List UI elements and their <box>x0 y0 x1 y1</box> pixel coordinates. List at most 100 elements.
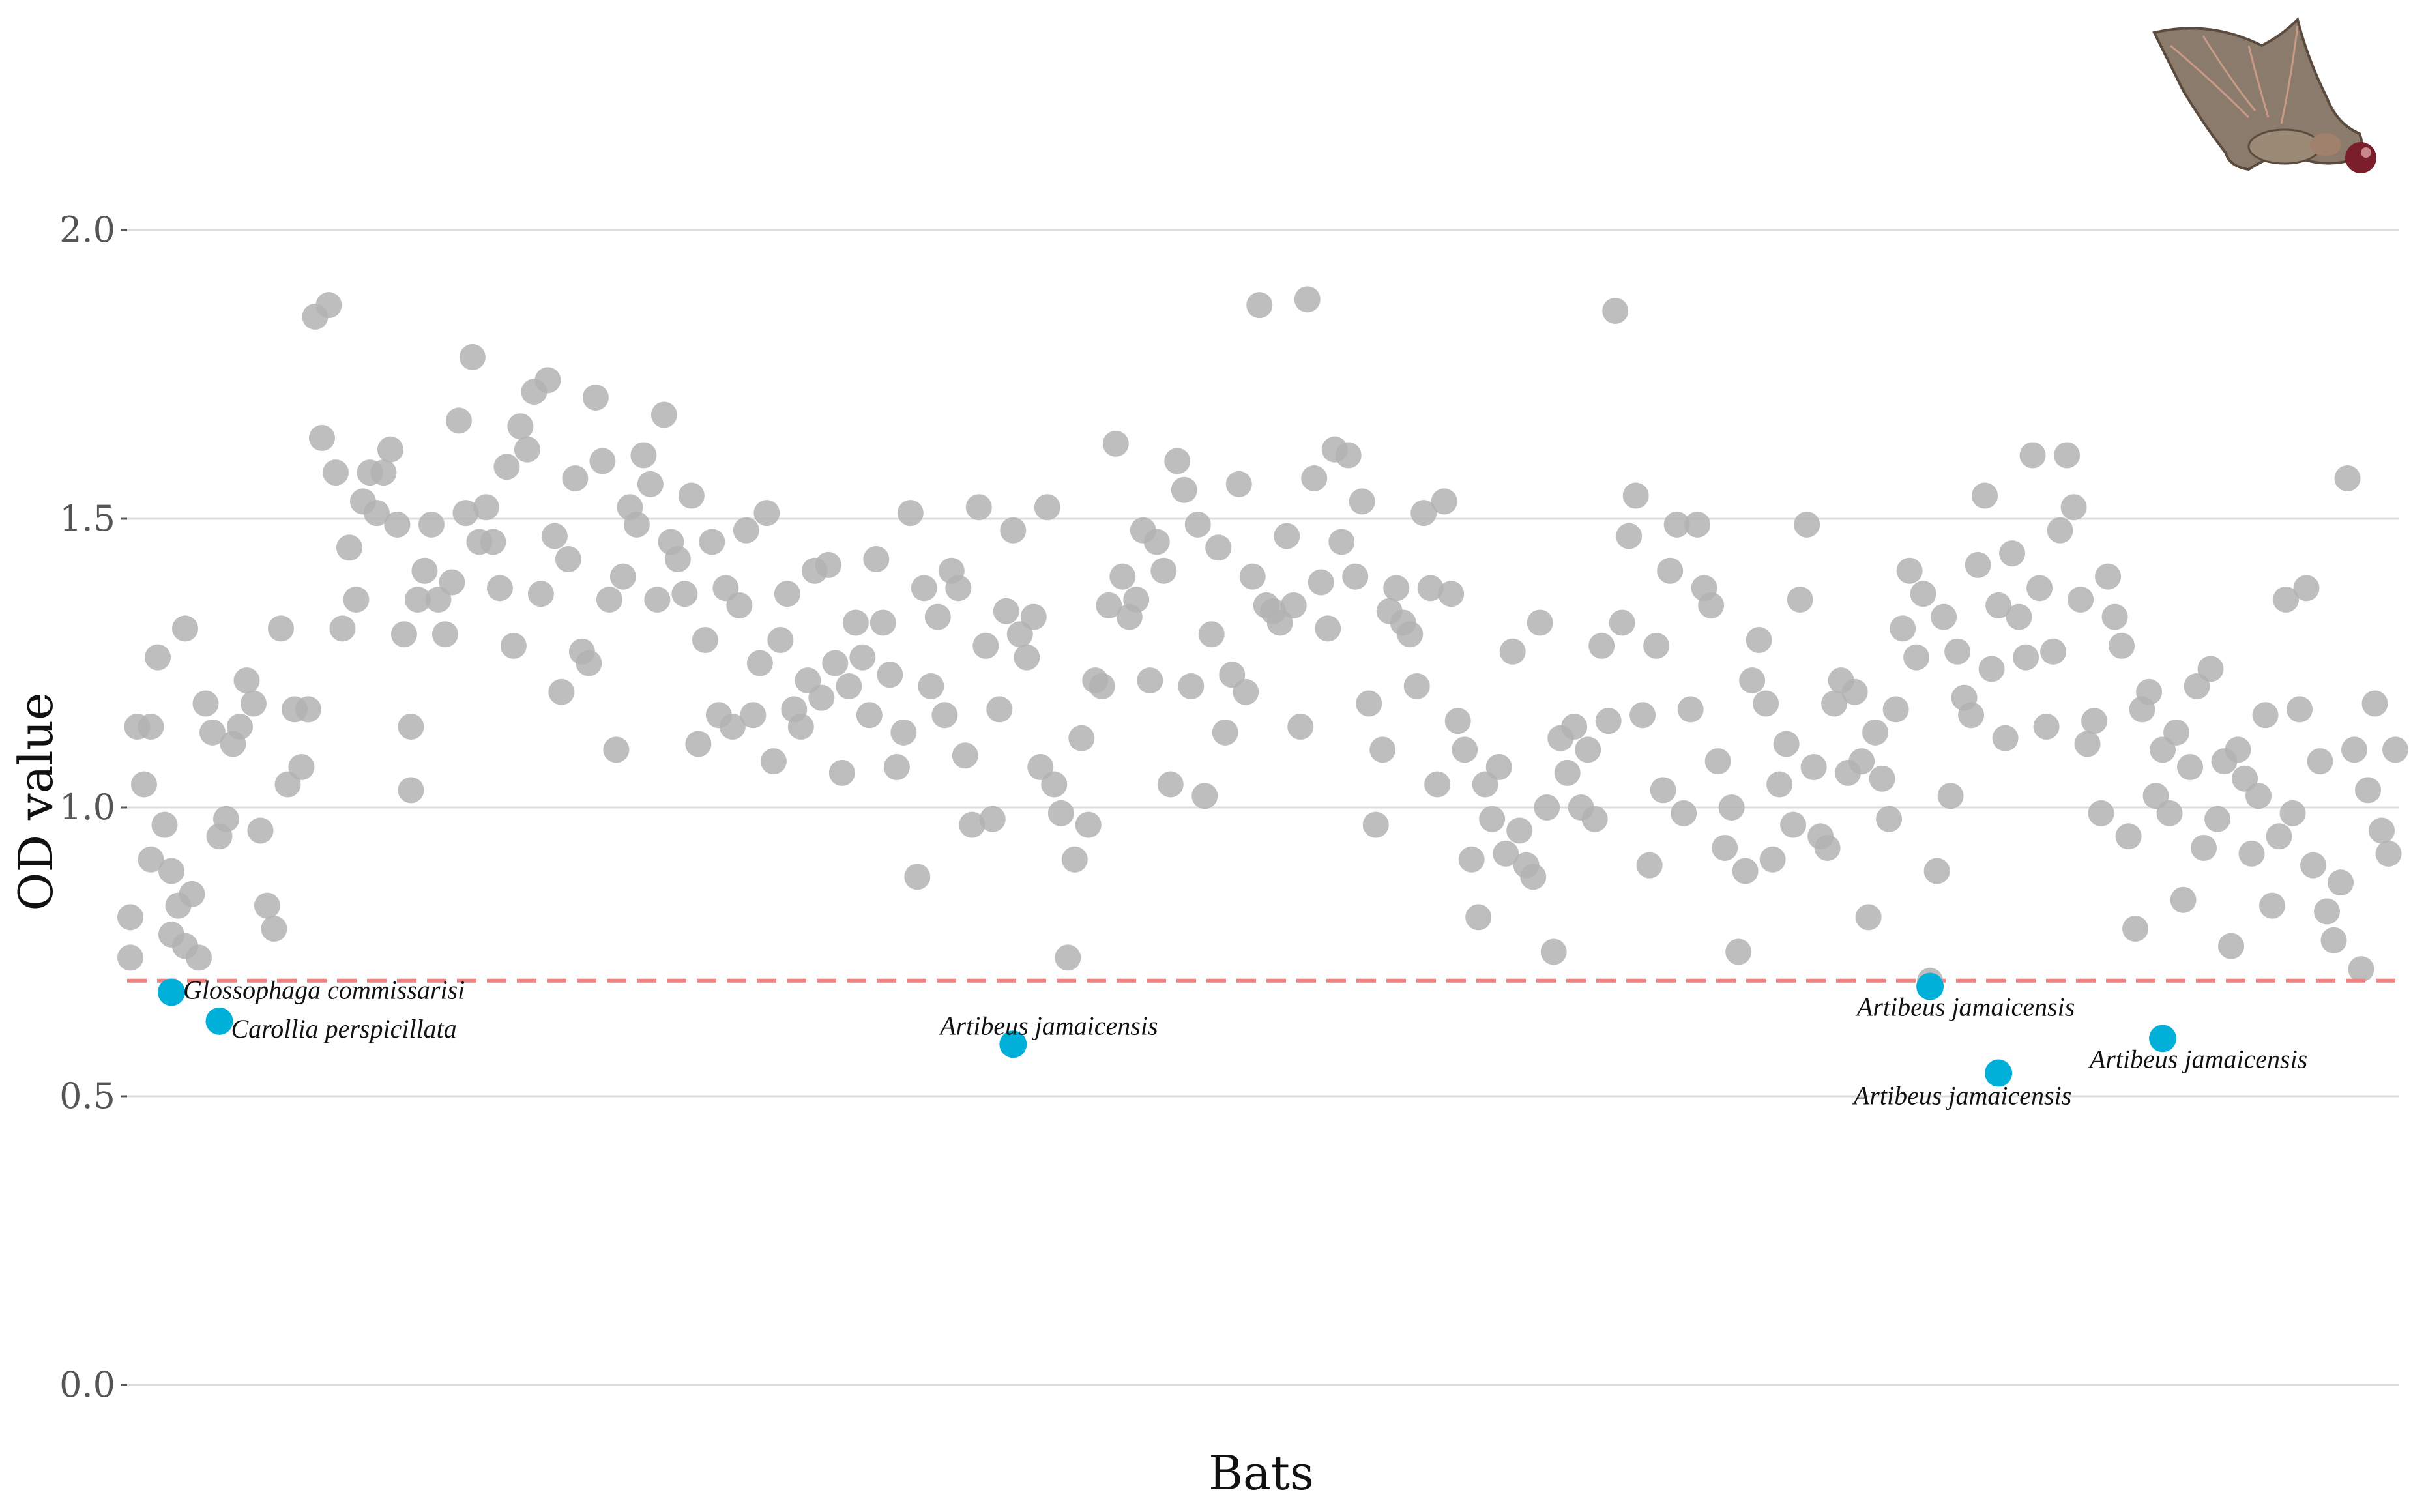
data-point <box>1944 638 1971 665</box>
data-point <box>384 511 411 538</box>
data-point <box>842 609 869 636</box>
data-point <box>130 771 157 798</box>
data-point <box>644 587 671 613</box>
data-points <box>117 286 2408 994</box>
data-point <box>1684 511 1711 538</box>
data-point <box>1123 587 1150 613</box>
data-point <box>514 436 540 463</box>
data-point <box>1075 811 1102 838</box>
y-tick-label: 1.0 <box>59 787 115 828</box>
data-point <box>828 759 855 786</box>
data-point <box>1561 713 1588 740</box>
data-point <box>1143 529 1170 555</box>
data-point <box>1171 476 1197 503</box>
data-point <box>2081 708 2108 734</box>
y-tick-label: 0.5 <box>59 1075 115 1116</box>
data-point <box>678 482 705 509</box>
data-point <box>1657 557 1684 584</box>
data-point <box>1958 702 1985 729</box>
data-point <box>2341 736 2368 763</box>
data-point <box>774 581 800 607</box>
data-point <box>1773 731 1800 757</box>
data-point <box>1000 517 1027 544</box>
data-point <box>2074 731 2101 757</box>
data-point <box>945 575 972 602</box>
data-point <box>377 436 403 463</box>
data-point <box>1992 725 2019 751</box>
data-point <box>877 662 903 688</box>
data-point <box>1814 835 1841 862</box>
data-point <box>1315 615 1341 642</box>
data-point <box>322 459 349 486</box>
data-point <box>664 546 691 573</box>
data-point <box>548 678 575 705</box>
data-point <box>1499 638 1526 665</box>
data-point <box>1239 563 1266 590</box>
point-label: Artibeus jamaicensis <box>1852 1081 2071 1111</box>
data-point <box>2218 933 2245 959</box>
data-point <box>1403 673 1430 699</box>
data-point <box>267 615 294 642</box>
data-point <box>1602 298 1629 325</box>
highlighted-point <box>999 1030 1027 1058</box>
data-point <box>623 511 650 538</box>
data-point <box>924 603 951 630</box>
data-point <box>2259 892 2286 919</box>
data-point <box>1410 500 1437 527</box>
data-point <box>1746 627 1772 654</box>
data-point <box>1622 482 1649 509</box>
data-point <box>952 742 978 769</box>
data-point <box>541 523 568 549</box>
data-point <box>1294 286 1321 313</box>
x-axis-title: Bats <box>1208 1446 1314 1500</box>
data-point <box>1184 511 1211 538</box>
data-point <box>2163 719 2190 746</box>
data-point <box>1759 846 1786 873</box>
data-point <box>1328 529 1355 555</box>
data-point <box>883 753 910 780</box>
data-point <box>815 551 841 578</box>
data-point <box>411 557 438 584</box>
data-point <box>1712 835 1738 862</box>
data-point <box>329 615 356 642</box>
data-point <box>1663 511 1690 538</box>
data-point <box>1671 800 1697 826</box>
data-point <box>117 944 143 971</box>
data-point <box>452 500 479 527</box>
data-point <box>240 690 267 717</box>
y-tick-label: 1.5 <box>59 498 115 539</box>
data-point <box>1855 904 1882 931</box>
data-point <box>1109 563 1136 590</box>
data-point <box>473 494 499 521</box>
data-point <box>2177 753 2204 780</box>
highlighted-points <box>157 972 2177 1087</box>
data-point <box>904 864 931 890</box>
data-point <box>2293 575 2320 602</box>
data-point <box>2375 840 2402 867</box>
data-point <box>1937 783 1964 809</box>
data-point <box>158 858 184 884</box>
data-point <box>1150 557 1177 584</box>
highlighted-point <box>205 1007 233 1035</box>
data-point <box>192 690 219 717</box>
data-point <box>2170 886 2197 913</box>
data-point <box>1417 575 1444 602</box>
data-point <box>836 673 862 699</box>
data-point <box>2109 632 2135 659</box>
data-point <box>1540 938 1567 965</box>
data-point <box>965 494 992 521</box>
data-point <box>315 292 342 319</box>
data-point <box>1766 771 1793 798</box>
data-point <box>1800 753 1827 780</box>
data-point <box>1643 632 1670 659</box>
data-point <box>1246 292 1273 319</box>
data-point <box>1978 656 2005 682</box>
data-point <box>1609 609 1635 636</box>
data-point <box>1335 442 1362 469</box>
data-point <box>1732 858 1759 884</box>
data-point <box>1089 673 1115 699</box>
data-point <box>1698 592 1725 618</box>
data-point <box>2300 852 2327 879</box>
data-point <box>760 748 787 775</box>
data-point <box>1636 852 1663 879</box>
